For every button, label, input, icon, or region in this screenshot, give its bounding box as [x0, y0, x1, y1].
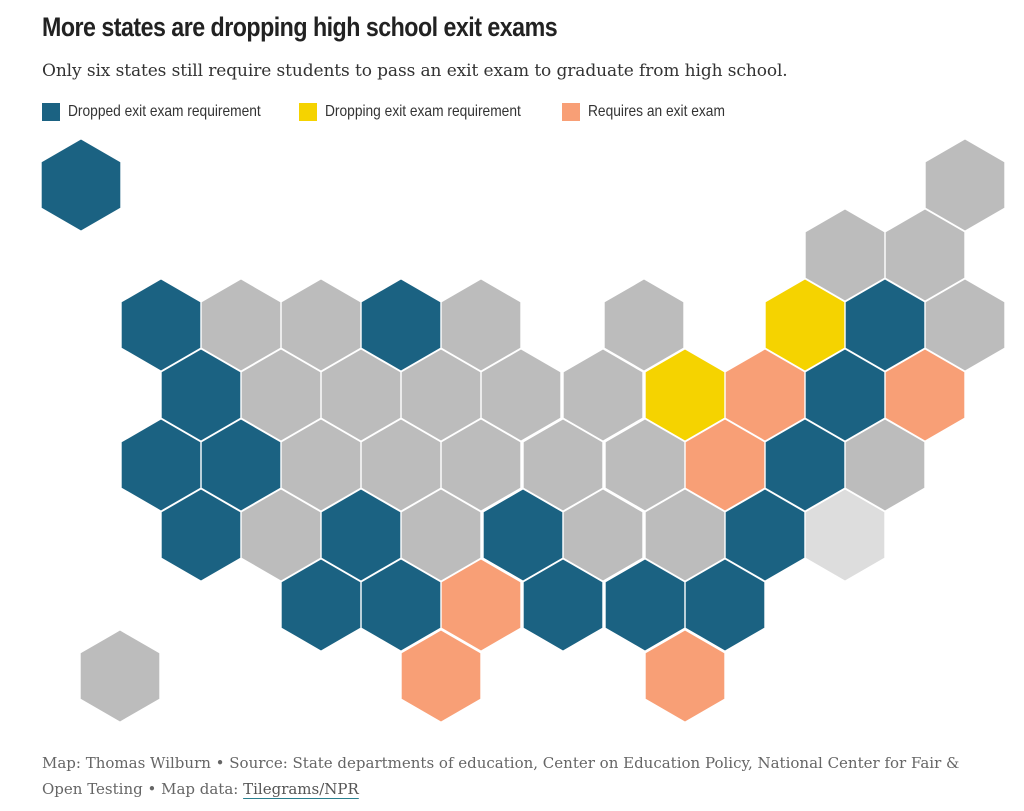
- state-tile-dc[interactable]: [804, 488, 886, 582]
- state-tile-mo[interactable]: [440, 418, 522, 512]
- legend-swatch-dropped: [42, 103, 60, 121]
- legend-label-dropped: Dropped exit exam requirement: [68, 103, 261, 120]
- legend-swatch-requires: [562, 103, 580, 121]
- state-tile-mi[interactable]: [603, 278, 685, 372]
- state-tile-sc[interactable]: [684, 558, 766, 652]
- state-tile-wv[interactable]: [562, 488, 644, 582]
- hex-tile-map: [40, 138, 1006, 723]
- state-tile-hi[interactable]: [79, 629, 161, 723]
- state-tile-tx[interactable]: [400, 629, 482, 723]
- state-tile-ct[interactable]: [884, 348, 966, 442]
- legend-label-dropping: Dropping exit exam requirement: [325, 103, 521, 120]
- state-tile-ia[interactable]: [480, 348, 562, 442]
- legend-label-requires: Requires an exit exam: [588, 103, 725, 120]
- state-tile-mn[interactable]: [440, 278, 522, 372]
- chart-subtitle: Only six states still require students t…: [42, 61, 788, 81]
- credit-line: Map: Thomas Wilburn • Source: State depa…: [42, 750, 1002, 802]
- state-tile-de[interactable]: [844, 418, 926, 512]
- legend-item-dropped: Dropped exit exam requirement: [42, 103, 292, 121]
- state-tile-nh[interactable]: [884, 208, 966, 302]
- chart-title: More states are dropping high school exi…: [42, 12, 558, 42]
- tilegrams-npr-link[interactable]: Tilegrams/NPR: [243, 780, 359, 798]
- state-tile-ak[interactable]: [40, 138, 122, 232]
- credit-text: Map: Thomas Wilburn • Source: State depa…: [42, 754, 960, 798]
- state-tile-al[interactable]: [522, 558, 604, 652]
- state-tile-fl[interactable]: [644, 629, 726, 723]
- state-tile-il[interactable]: [522, 418, 604, 512]
- state-tile-wi[interactable]: [562, 348, 644, 442]
- state-tile-ar[interactable]: [400, 488, 482, 582]
- state-tile-ri[interactable]: [924, 278, 1006, 372]
- state-tile-me[interactable]: [924, 138, 1006, 232]
- legend-swatch-dropping: [299, 103, 317, 121]
- legend-item-requires: Requires an exit exam: [562, 103, 747, 121]
- legend-item-dropping: Dropping exit exam requirement: [299, 103, 553, 121]
- state-tile-ms[interactable]: [440, 558, 522, 652]
